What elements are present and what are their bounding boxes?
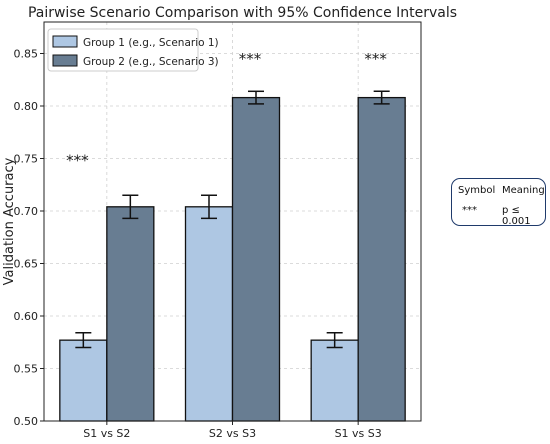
bar: [59, 339, 108, 422]
y-tick-label: 0.55: [14, 363, 39, 376]
bar: [184, 206, 234, 422]
legend-swatch: [52, 35, 78, 48]
legend-label: Group 1 (e.g., Scenario 1): [83, 37, 219, 49]
bar: [357, 96, 406, 422]
x-tick-label: S2 vs S3: [209, 427, 256, 440]
y-tick-label: 0.80: [14, 100, 39, 113]
y-tick-label: 0.75: [14, 153, 39, 166]
chart-title: Pairwise Scenario Comparison with 95% Co…: [28, 5, 457, 21]
y-axis-label: Validation Accuracy: [2, 157, 17, 285]
legend-label: Group 2 (e.g., Scenario 3): [83, 56, 219, 68]
bar: [310, 339, 359, 422]
symbol-legend-table: Symbol Meaning *** p ≤ 0.001: [451, 178, 546, 227]
significance-label: ***: [239, 50, 262, 68]
symbol-cell: ***: [462, 205, 477, 216]
y-tick-label: 0.85: [14, 48, 39, 61]
significance-label: ***: [364, 50, 387, 68]
y-tick-label: 0.50: [14, 415, 39, 428]
x-tick-label: S1 vs S2: [83, 427, 130, 440]
significance-label: ***: [66, 151, 89, 169]
plot-frame: [43, 21, 422, 422]
bar: [106, 206, 155, 422]
y-tick-label: 0.60: [14, 310, 39, 323]
legend-box: [47, 28, 199, 72]
bar: [231, 96, 281, 422]
legend-swatch: [52, 54, 78, 67]
y-tick-label: 0.70: [14, 205, 39, 218]
meaning-cell: p ≤ 0.001: [502, 205, 531, 227]
meaning-header: Meaning: [502, 185, 545, 196]
x-tick-label: S1 vs S3: [335, 427, 382, 440]
y-tick-label: 0.65: [14, 258, 39, 271]
symbol-header: Symbol: [458, 185, 496, 196]
